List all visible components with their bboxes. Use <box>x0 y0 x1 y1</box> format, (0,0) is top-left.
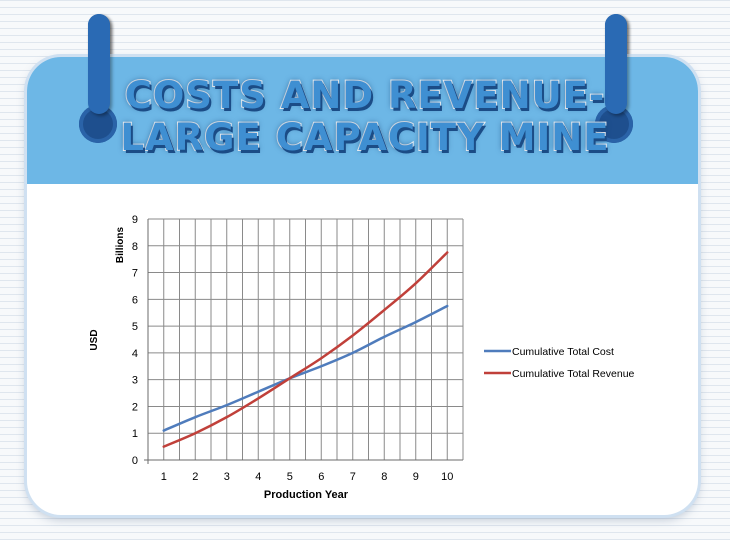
header-band <box>27 57 698 184</box>
y-tick-labels: 0 1 2 3 4 5 6 7 8 9 <box>132 214 138 467</box>
title-line-1: Costs and Revenue- <box>124 74 606 118</box>
x-tick-label: 1 <box>161 471 167 483</box>
y-tick-label: 9 <box>132 214 138 226</box>
x-tick-label: 5 <box>287 471 293 483</box>
y-tick-label: 2 <box>132 401 138 413</box>
y-tick-label: 0 <box>132 455 138 467</box>
title-line-2: Large Capacity Mine <box>119 116 610 160</box>
x-tick-label: 2 <box>192 471 198 483</box>
y-tick-label: 4 <box>132 348 138 360</box>
y-tick-label: 6 <box>132 294 138 306</box>
x-tick-labels: 1 2 3 4 5 6 7 8 9 10 <box>161 471 454 483</box>
chart-grid <box>144 218 464 464</box>
y-tick-label: 8 <box>132 241 138 253</box>
x-tick-label: 10 <box>441 471 453 483</box>
y-tick-label: 5 <box>132 321 138 333</box>
x-tick-label: 6 <box>318 471 324 483</box>
series-line <box>162 251 449 448</box>
y-axis-label: USD <box>89 329 100 350</box>
y-tick-label: 1 <box>132 428 138 440</box>
legend-label: Cumulative Total Cost <box>512 346 614 358</box>
series-line <box>162 304 449 432</box>
y-unit-label: Billions <box>115 227 126 264</box>
calendar-ring-left-front <box>88 14 110 114</box>
y-tick-label: 7 <box>132 268 138 280</box>
x-tick-label: 4 <box>255 471 261 483</box>
page-title: Costs and Revenue- Large Capacity Mine <box>110 74 620 160</box>
legend-label: Cumulative Total Revenue <box>512 368 635 380</box>
x-axis-label: Production Year <box>264 489 349 501</box>
x-tick-label: 8 <box>381 471 387 483</box>
chart-series <box>162 251 449 448</box>
chart-legend: Cumulative Total Cost Cumulative Total Re… <box>484 346 635 380</box>
x-tick-label: 3 <box>224 471 230 483</box>
calendar-card <box>27 57 698 515</box>
calendar-ring-right-front <box>605 14 627 114</box>
y-tick-label: 3 <box>132 375 138 387</box>
x-tick-label: 9 <box>413 471 419 483</box>
x-tick-label: 7 <box>350 471 356 483</box>
